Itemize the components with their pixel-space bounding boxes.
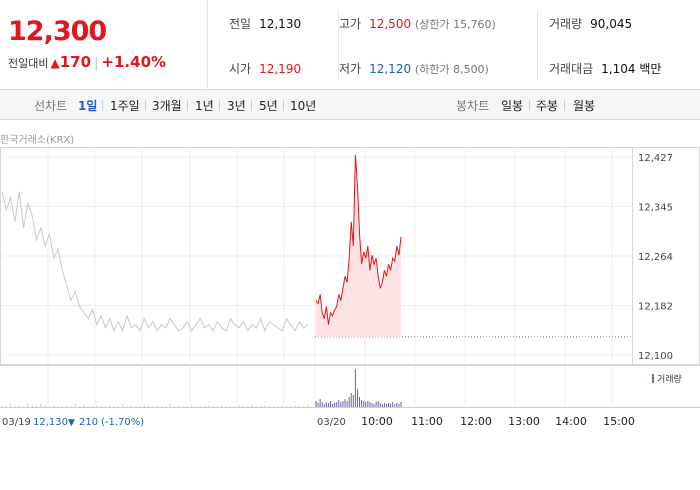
- candle-tab-monthly[interactable]: 월봉: [573, 99, 596, 113]
- range-tab-3y[interactable]: 3년: [227, 99, 246, 113]
- divider: [145, 100, 146, 111]
- divider: [338, 10, 339, 80]
- prev-date-label: 03/19: [2, 417, 31, 428]
- today-series-area: [316, 155, 401, 337]
- stat-prev-close: 전일 12,130: [229, 17, 302, 31]
- data-source-label: 한국거래소(KRX): [0, 135, 75, 146]
- candle-tab-weekly[interactable]: 주봉: [536, 99, 559, 113]
- line-chart-label: 선차트: [34, 99, 68, 113]
- divider: [283, 100, 284, 111]
- price-box: 12,300 전일대비 ▲170 | +1.40%: [0, 0, 208, 90]
- change-row: 전일대비 ▲170 | +1.40%: [8, 53, 166, 71]
- y-tick-label: 12,427: [638, 153, 673, 164]
- volume-legend-swatch: [652, 374, 654, 383]
- candle-tab-daily[interactable]: 일봉: [501, 99, 524, 113]
- down-arrow-icon: ▼: [68, 418, 75, 428]
- y-tick-label: 12,264: [638, 252, 673, 263]
- range-tab-1d[interactable]: 1일: [78, 99, 98, 113]
- stat-high: 고가 12,500 (상한가 15,760): [339, 17, 496, 31]
- prev-close-price: 12,130: [33, 417, 68, 428]
- current-price: 12,300: [8, 16, 107, 47]
- stat-low: 저가 12,120 (하한가 8,500): [339, 62, 489, 76]
- range-tab-1w[interactable]: 1주일: [110, 99, 140, 113]
- divider: [529, 100, 530, 111]
- range-tab-5y[interactable]: 5년: [259, 99, 278, 113]
- stat-open: 시가 12,190: [229, 62, 302, 76]
- candle-chart-label: 봉차트: [456, 99, 490, 113]
- separator: |: [94, 56, 99, 71]
- divider: [251, 100, 252, 111]
- x-tick-label: 14:00: [555, 415, 587, 428]
- volume-legend-label: 거래량: [657, 373, 682, 385]
- stat-volume: 거래량 90,045: [549, 17, 633, 31]
- prev-day-series-line: [1, 191, 309, 333]
- quote-header: 12,300 전일대비 ▲170 | +1.40% 전일 12,130 시가 12,190…: [0, 0, 700, 90]
- divider: [537, 10, 538, 80]
- x-tick-label: 12:00: [460, 415, 492, 428]
- chart-toolbar: 선차트 1일 1주일 3개월 1년 3년 5년 10년 봉차트 일봉 주봉 월봉: [0, 90, 700, 120]
- x-tick-label: 15:00: [603, 415, 635, 428]
- y-tick-label: 12,182: [638, 302, 673, 313]
- prev-change-value: 210: [79, 417, 98, 428]
- today-date-label: 03/20: [317, 417, 346, 428]
- x-tick-label: 10:00: [361, 415, 393, 428]
- y-tick-label: 12,345: [638, 203, 673, 214]
- divider: [187, 100, 188, 111]
- today-series-line: [315, 155, 402, 325]
- range-tab-10y[interactable]: 10년: [290, 99, 317, 113]
- divider: [564, 100, 565, 111]
- x-tick-label: 11:00: [411, 415, 443, 428]
- change-pct: +1.40%: [101, 53, 167, 71]
- stat-amount: 거래대금 1,104 백만: [549, 62, 662, 76]
- y-tick-label: 12,100: [638, 351, 673, 362]
- x-tick-label: 13:00: [508, 415, 540, 428]
- divider: [102, 100, 103, 111]
- range-tab-1y[interactable]: 1년: [195, 99, 214, 113]
- prev-change-pct: (-1.70%): [101, 417, 144, 428]
- change-label: 전일대비: [8, 57, 49, 70]
- divider: [219, 100, 220, 111]
- range-tab-3m[interactable]: 3개월: [152, 99, 182, 113]
- up-arrow-icon: ▲: [50, 56, 60, 70]
- change-value: 170: [59, 53, 92, 71]
